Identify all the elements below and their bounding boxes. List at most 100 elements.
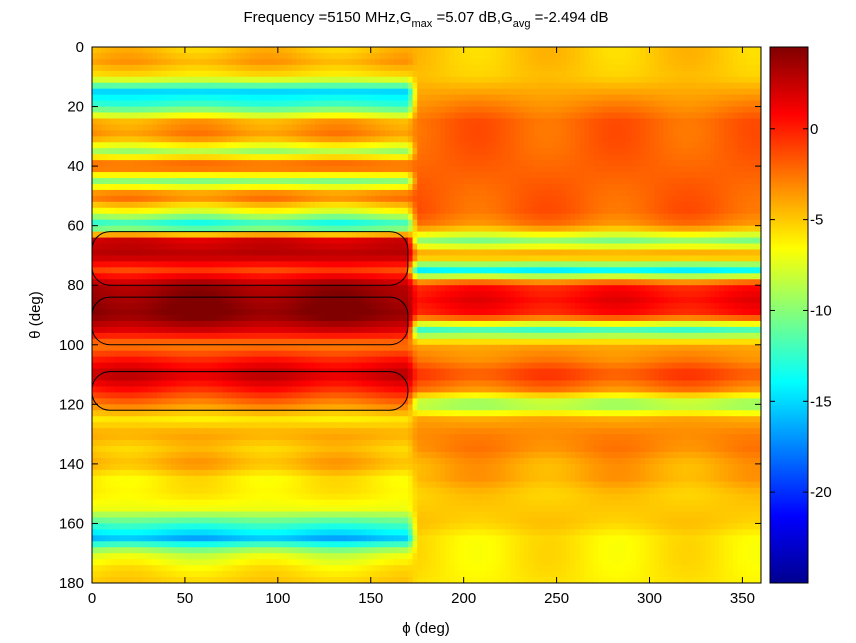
heatmap-cell	[584, 201, 590, 209]
heatmap-cell	[389, 249, 395, 257]
heatmap-cell	[556, 118, 562, 126]
heatmap-cell	[607, 47, 613, 54]
heatmap-cell	[180, 178, 186, 185]
heatmap-cell	[301, 94, 307, 102]
heatmap-cell	[644, 136, 651, 143]
heatmap-cell	[361, 160, 367, 167]
heatmap-cell	[435, 201, 442, 209]
heatmap-cell	[370, 154, 376, 161]
heatmap-cell	[663, 136, 669, 143]
heatmap-cell	[454, 82, 460, 90]
heatmap-cell	[328, 183, 335, 191]
heatmap-cell	[603, 172, 609, 179]
heatmap-cell	[375, 213, 381, 221]
heatmap-cell	[742, 225, 748, 233]
heatmap-cell	[686, 195, 692, 203]
heatmap-cell	[110, 118, 116, 126]
heatmap-cell	[426, 142, 432, 149]
heatmap-cell	[347, 237, 353, 245]
heatmap-cell	[589, 201, 595, 209]
heatmap-cell	[92, 219, 98, 227]
heatmap-cell	[449, 142, 455, 149]
heatmap-cell	[203, 124, 209, 131]
heatmap-cell	[203, 64, 209, 72]
heatmap-cell	[370, 213, 376, 221]
heatmap-cell	[366, 148, 372, 155]
heatmap-cell	[324, 124, 330, 131]
heatmap-cell	[547, 154, 553, 161]
heatmap-cell	[403, 70, 409, 78]
heatmap-cell	[147, 201, 153, 209]
heatmap-cell	[672, 195, 678, 203]
heatmap-cell	[301, 183, 307, 191]
heatmap-cell	[616, 100, 623, 108]
heatmap-cell	[635, 160, 641, 167]
heatmap-cell	[347, 52, 353, 60]
heatmap-cell	[626, 201, 632, 209]
heatmap-cell	[691, 52, 697, 60]
heatmap-cell	[384, 231, 390, 239]
heatmap-cell	[259, 231, 265, 239]
heatmap-cell	[658, 183, 665, 191]
heatmap-cell	[630, 172, 637, 179]
heatmap-cell	[686, 142, 692, 149]
heatmap-cell	[194, 166, 200, 173]
heatmap-cell	[472, 76, 479, 84]
heatmap-cell	[445, 130, 451, 137]
heatmap-cell	[756, 64, 761, 72]
heatmap-cell	[612, 118, 618, 126]
heatmap-cell	[194, 124, 200, 131]
heatmap-cell	[231, 118, 237, 126]
heatmap-cell	[389, 124, 395, 131]
heatmap-cell	[756, 76, 761, 84]
heatmap-cell	[356, 88, 363, 96]
heatmap-cell	[96, 154, 102, 161]
heatmap-cell	[570, 142, 576, 149]
heatmap-cell	[315, 47, 321, 54]
heatmap-cell	[208, 124, 214, 131]
heatmap-cell	[630, 52, 637, 60]
heatmap-cell	[263, 243, 270, 251]
heatmap-cell	[449, 94, 455, 102]
heatmap-cell	[240, 124, 246, 131]
heatmap-cell	[672, 70, 678, 78]
heatmap-cell	[510, 70, 516, 78]
heatmap-cell	[500, 189, 507, 197]
heatmap-cell	[152, 124, 158, 131]
heatmap-cell	[92, 231, 98, 239]
heatmap-cell	[175, 160, 181, 167]
heatmap-cell	[751, 207, 757, 215]
heatmap-cell	[449, 249, 455, 257]
heatmap-cell	[194, 88, 200, 96]
heatmap-cell	[310, 160, 316, 167]
heatmap-cell	[240, 70, 246, 78]
heatmap-cell	[393, 189, 400, 197]
heatmap-cell	[407, 88, 414, 96]
heatmap-cell	[105, 70, 112, 78]
heatmap-cell	[138, 106, 144, 114]
heatmap-cell	[231, 219, 237, 227]
heatmap-cell	[310, 172, 316, 179]
heatmap-cell	[640, 82, 646, 90]
heatmap-cell	[654, 201, 660, 209]
heatmap-cell	[407, 219, 414, 227]
heatmap-cell	[737, 88, 744, 96]
heatmap-cell	[565, 124, 572, 131]
heatmap-cell	[737, 130, 744, 137]
heatmap-cell	[417, 52, 423, 60]
heatmap-cell	[352, 136, 358, 143]
heatmap-cell	[621, 189, 627, 197]
heatmap-cell	[751, 130, 757, 137]
heatmap-cell	[361, 94, 367, 102]
heatmap-cell	[124, 225, 130, 233]
heatmap-cell	[249, 189, 256, 197]
heatmap-cell	[640, 237, 646, 245]
heatmap-cell	[528, 47, 534, 54]
heatmap-cell	[189, 100, 195, 108]
heatmap-cell	[551, 130, 558, 137]
heatmap-cell	[709, 52, 716, 60]
heatmap-cell	[686, 166, 692, 173]
heatmap-cell	[751, 195, 757, 203]
heatmap-cell	[393, 52, 400, 60]
heatmap-cell	[352, 231, 358, 239]
